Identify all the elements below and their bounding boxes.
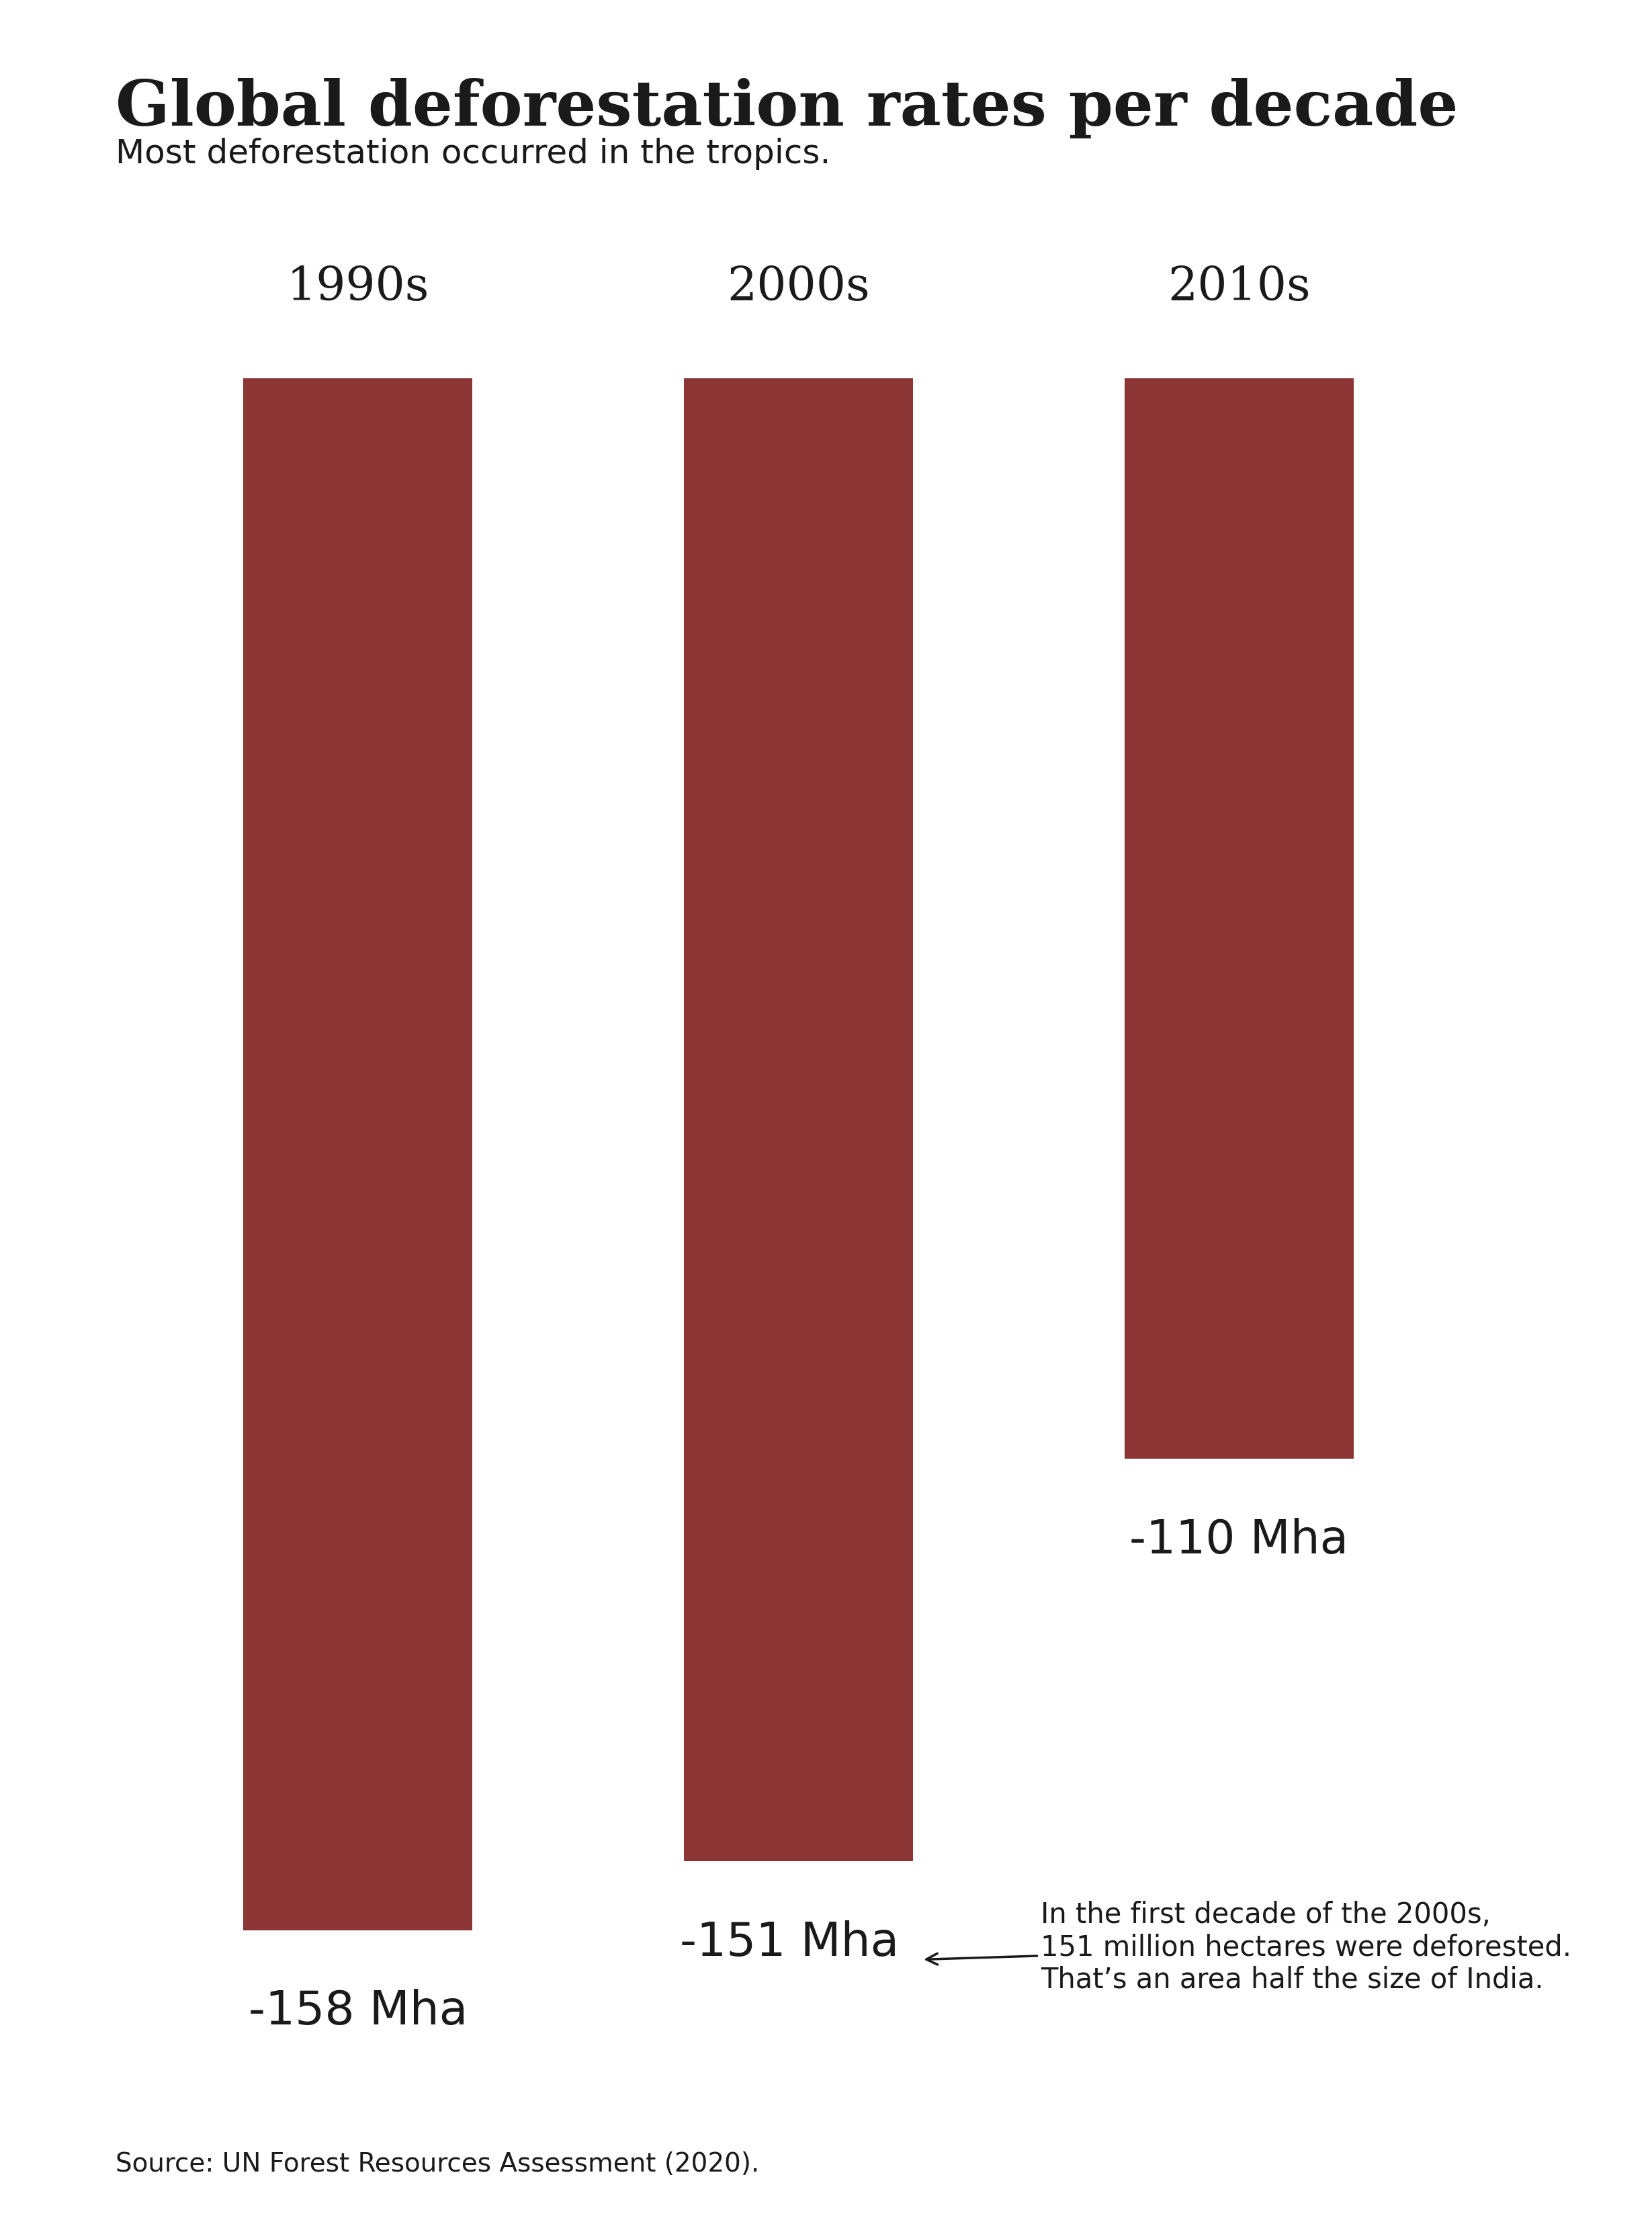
Text: Most deforestation occurred in the tropics.: Most deforestation occurred in the tropi… — [116, 138, 831, 169]
Text: Global deforestation rates per decade: Global deforestation rates per decade — [116, 78, 1459, 138]
Text: -151 Mha: -151 Mha — [681, 1921, 899, 1966]
Text: In the first decade of the 2000s,
151 million hectares were deforested.
That’s a: In the first decade of the 2000s, 151 mi… — [927, 1901, 1571, 1994]
Text: 2010s: 2010s — [1168, 265, 1310, 309]
Text: -158 Mha: -158 Mha — [248, 1990, 468, 2035]
Text: -110 Mha: -110 Mha — [1130, 1518, 1348, 1563]
Bar — [1125, 378, 1353, 1458]
Text: 1990s: 1990s — [286, 265, 430, 309]
Text: 2000s: 2000s — [727, 265, 871, 309]
Text: Source: UN Forest Resources Assessment (2020).: Source: UN Forest Resources Assessment (… — [116, 2153, 760, 2177]
Bar — [243, 378, 472, 1930]
Bar — [684, 378, 914, 1861]
